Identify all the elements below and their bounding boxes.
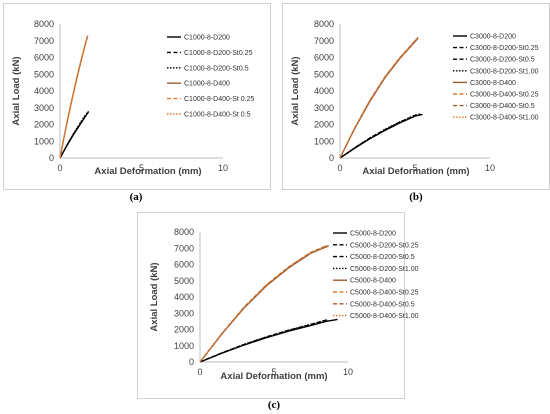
legend-label: C1000-8-D200-St0.5 [184, 65, 249, 72]
legend-label: C3000-8-D400-St0.25 [470, 92, 539, 99]
y-axis-title: Axial Load (kN) [149, 262, 160, 331]
y-tick-label: 0 [189, 357, 194, 367]
legend: C5000-8-D200 C5000-8-D200-St0.25 C5000-8-D… [333, 231, 419, 320]
y-tick-label: 4000 [174, 292, 194, 302]
x-tick-label: 5 [412, 163, 417, 173]
y-tick-label: 7000 [34, 36, 54, 46]
legend-label: C3000-8-D400 [470, 80, 516, 87]
x-tick-label: 5 [271, 367, 276, 377]
series-line [199, 319, 328, 363]
legend-label: C5000-8-D400-St0.5 [350, 301, 415, 308]
y-tick-label: 5000 [34, 69, 54, 79]
legend-label: C5000-8-D400-St1.00 [350, 313, 419, 320]
y-tick-label: 1000 [174, 341, 194, 351]
x-axis-title: Axial Deformation (mm) [362, 166, 469, 177]
series-line [199, 244, 330, 363]
x-axis-title: Axial Deformation (mm) [220, 371, 327, 382]
panel-label: (a) [130, 191, 143, 203]
series-line [59, 110, 89, 159]
series-line [339, 113, 422, 159]
legend-label: C1000-8-D200 [184, 35, 230, 42]
panel-label: (b) [409, 191, 423, 203]
legend-label: C1000-8-D400-St 0.5 [184, 112, 251, 119]
legend-label: C5000-8-D200-St0.25 [350, 242, 419, 249]
series-line [59, 36, 89, 159]
y-tick-label: 5000 [314, 69, 334, 79]
legend-label: C3000-8-D200-St1.00 [470, 68, 539, 75]
legend-label: C5000-8-D200-St1.00 [350, 266, 419, 273]
x-tick-label: 0 [337, 163, 342, 173]
y-tick-label: 1000 [34, 136, 54, 146]
legend: C1000-8-D200 C1000-8-D200-St0.25 C1000-8-D… [167, 35, 255, 119]
y-tick-label: 3000 [34, 103, 54, 113]
chart-panel-b: 0 1000 2000 3000 4000 5000 6000 7000 8000 0 5 10 Axi… [282, 3, 550, 203]
panel-frame [137, 212, 405, 399]
y-axis-title: Axial Load (kN) [290, 56, 301, 125]
y-tick-label: 6000 [174, 260, 194, 270]
legend-label: C5000-8-D200 [350, 231, 396, 238]
y-tick-label: 7000 [314, 36, 334, 46]
legend-label: C5000-8-D400-St0.25 [350, 290, 419, 297]
x-tick-label: 10 [485, 163, 495, 173]
legend-label: C5000-8-D200-St0.5 [350, 254, 415, 261]
legend-label: C1000-8-D400-St 0.25 [184, 96, 255, 103]
y-tick-label: 6000 [34, 53, 54, 63]
legend: C3000-8-D200 C3000-8-D200-St0.25 C3000-8-D… [453, 34, 539, 122]
y-tick-label: 5000 [174, 276, 194, 286]
panel-label: (c) [268, 399, 281, 411]
chart-panel-a: 0 1000 2000 3000 4000 5000 6000 7000 8000 0 5 10 Axi… [3, 3, 271, 203]
legend-label: C3000-8-D400-St1.00 [470, 115, 539, 122]
series-line [339, 36, 419, 159]
x-tick-label: 10 [218, 163, 228, 173]
legend-label: C3000-8-D200-St0.5 [470, 57, 535, 64]
x-axis-title: Axial Deformation (mm) [94, 166, 201, 177]
y-tick-label: 2000 [34, 120, 54, 130]
x-tick-label: 10 [343, 367, 353, 377]
y-tick-label: 6000 [314, 53, 334, 63]
y-tick-label: 8000 [314, 19, 334, 29]
y-tick-label: 4000 [314, 86, 334, 96]
y-tick-label: 0 [49, 153, 54, 163]
y-tick-label: 2000 [314, 120, 334, 130]
y-tick-label: 2000 [174, 325, 194, 335]
legend-label: C1000-8-D200-St0.25 [184, 50, 253, 57]
y-tick-label: 4000 [34, 86, 54, 96]
y-tick-label: 0 [329, 153, 334, 163]
y-tick-label: 8000 [34, 19, 54, 29]
chart-panel-c: 0 1000 2000 3000 4000 5000 6000 7000 8000 0 5 10 Axi… [137, 212, 419, 411]
y-tick-label: 7000 [174, 243, 194, 253]
series-line [339, 113, 422, 159]
legend-label: C1000-8-D400 [184, 81, 230, 88]
x-tick-label: 0 [57, 163, 62, 173]
y-tick-label: 1000 [314, 136, 334, 146]
legend-label: C3000-8-D200-St0.25 [470, 45, 539, 52]
y-axis-title: Axial Load (kN) [11, 56, 22, 125]
y-tick-label: 3000 [314, 103, 334, 113]
x-tick-label: 0 [197, 367, 202, 377]
legend-label: C5000-8-D400 [350, 278, 396, 285]
y-tick-label: 8000 [174, 227, 194, 237]
x-tick-label: 5 [139, 163, 144, 173]
y-tick-label: 3000 [174, 308, 194, 318]
legend-label: C3000-8-D200 [470, 34, 516, 41]
legend-label: C3000-8-D400-St0.5 [470, 103, 535, 110]
